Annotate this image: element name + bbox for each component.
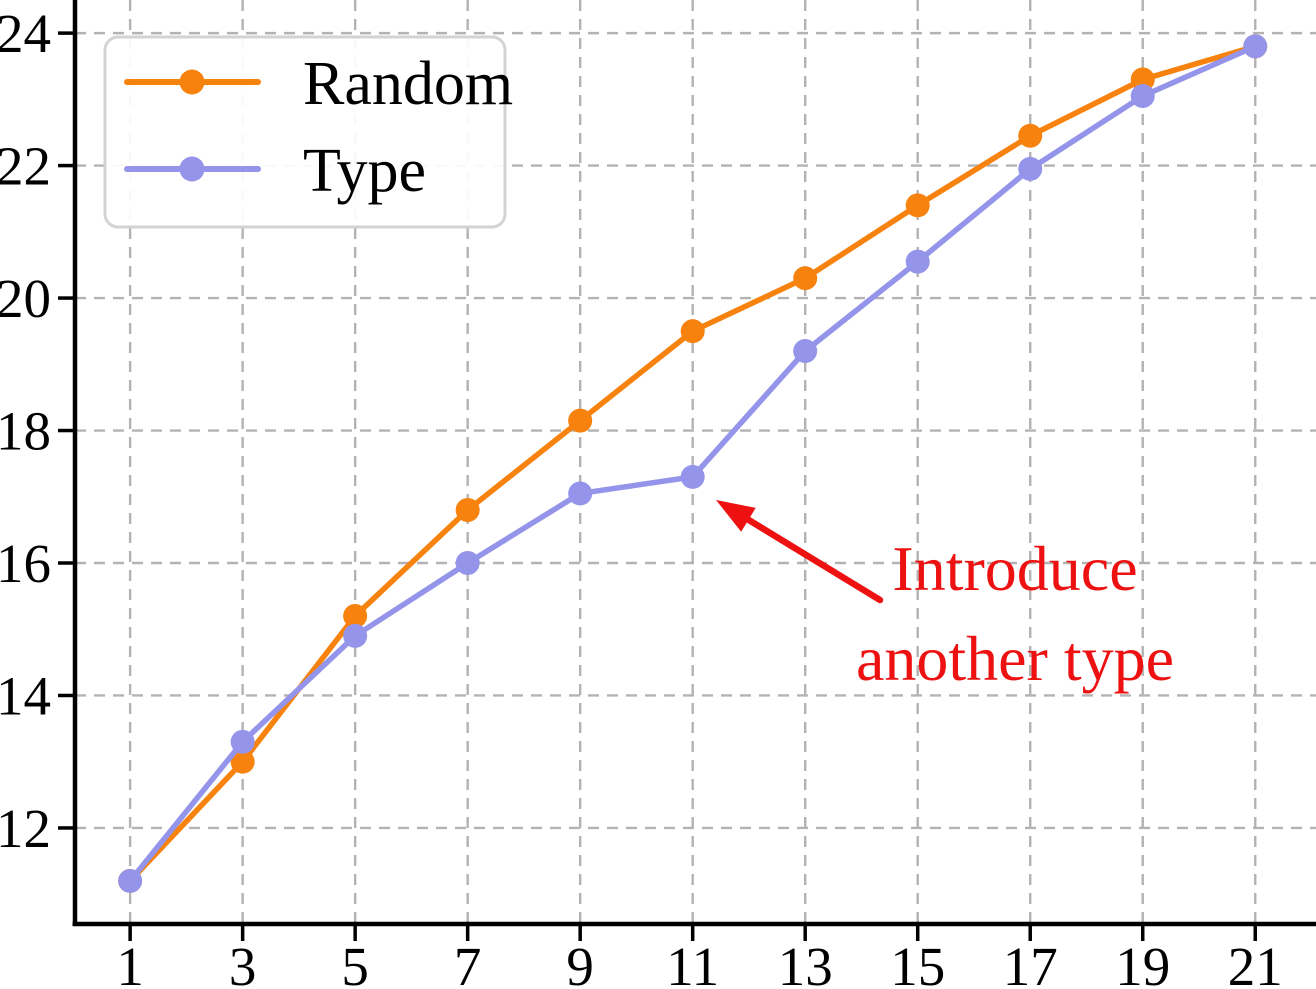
data-point-marker-type [455, 551, 480, 576]
data-point-marker-random [343, 604, 368, 628]
data-point-marker-random [905, 193, 930, 218]
legend-marker-icon-random [179, 69, 205, 95]
y-tick-label: 18 [0, 401, 51, 462]
x-tick-label: 1 [116, 936, 144, 989]
data-point-marker-random [793, 266, 818, 291]
data-point-marker-type [1243, 34, 1268, 59]
legend-marker-icon-type [179, 156, 205, 182]
y-tick-label: 12 [0, 798, 51, 859]
x-tick-label: 15 [890, 936, 945, 989]
annotation-arrow-shaft [740, 513, 884, 604]
data-point-marker-type [1130, 84, 1155, 109]
data-point-marker-type [793, 339, 818, 364]
x-tick-label: 13 [778, 936, 833, 989]
x-tick-label: 7 [454, 936, 482, 989]
data-point-marker-random [680, 319, 705, 344]
annotation: Introduce another type [716, 500, 1174, 694]
y-tick-label: 22 [0, 136, 51, 197]
annotation-text-line: Introduce [892, 533, 1137, 604]
series-type [118, 34, 1268, 893]
grid [75, 0, 1316, 924]
x-tick-label: 3 [229, 936, 257, 989]
annotation-text-line: another type [856, 623, 1174, 694]
y-tick-label: 14 [0, 665, 51, 726]
x-tick-label: 17 [1003, 936, 1058, 989]
series-random [118, 34, 1268, 893]
x-tick-label: 5 [341, 936, 369, 989]
data-point-marker-type [118, 868, 143, 893]
data-point-marker-type [230, 729, 255, 754]
data-point-marker-random [1018, 123, 1043, 148]
legend-label-type: Type [303, 137, 426, 205]
x-tick-label: 21 [1228, 936, 1283, 989]
data-point-marker-random [568, 408, 593, 433]
legend: Random Type [103, 35, 513, 229]
data-point-marker-type [343, 623, 368, 648]
legend-label-random: Random [303, 50, 513, 118]
y-tick-label: 24 [0, 3, 51, 64]
data-point-marker-random [455, 498, 480, 523]
data-point-marker-type [1018, 156, 1043, 181]
y-tick-label: 20 [0, 268, 51, 329]
series-group [118, 34, 1268, 893]
x-tick-label: 9 [566, 936, 594, 989]
data-point-marker-type [905, 249, 930, 274]
data-point-marker-random [1130, 67, 1155, 92]
y-tick-label: 16 [0, 533, 51, 594]
data-point-marker-random [230, 749, 255, 774]
data-point-marker-type [568, 481, 593, 506]
annotation-arrow-head-icon [716, 500, 756, 532]
x-tick-label: 11 [666, 936, 719, 989]
data-point-marker-type [680, 464, 705, 489]
x-tick-label: 19 [1115, 936, 1170, 989]
